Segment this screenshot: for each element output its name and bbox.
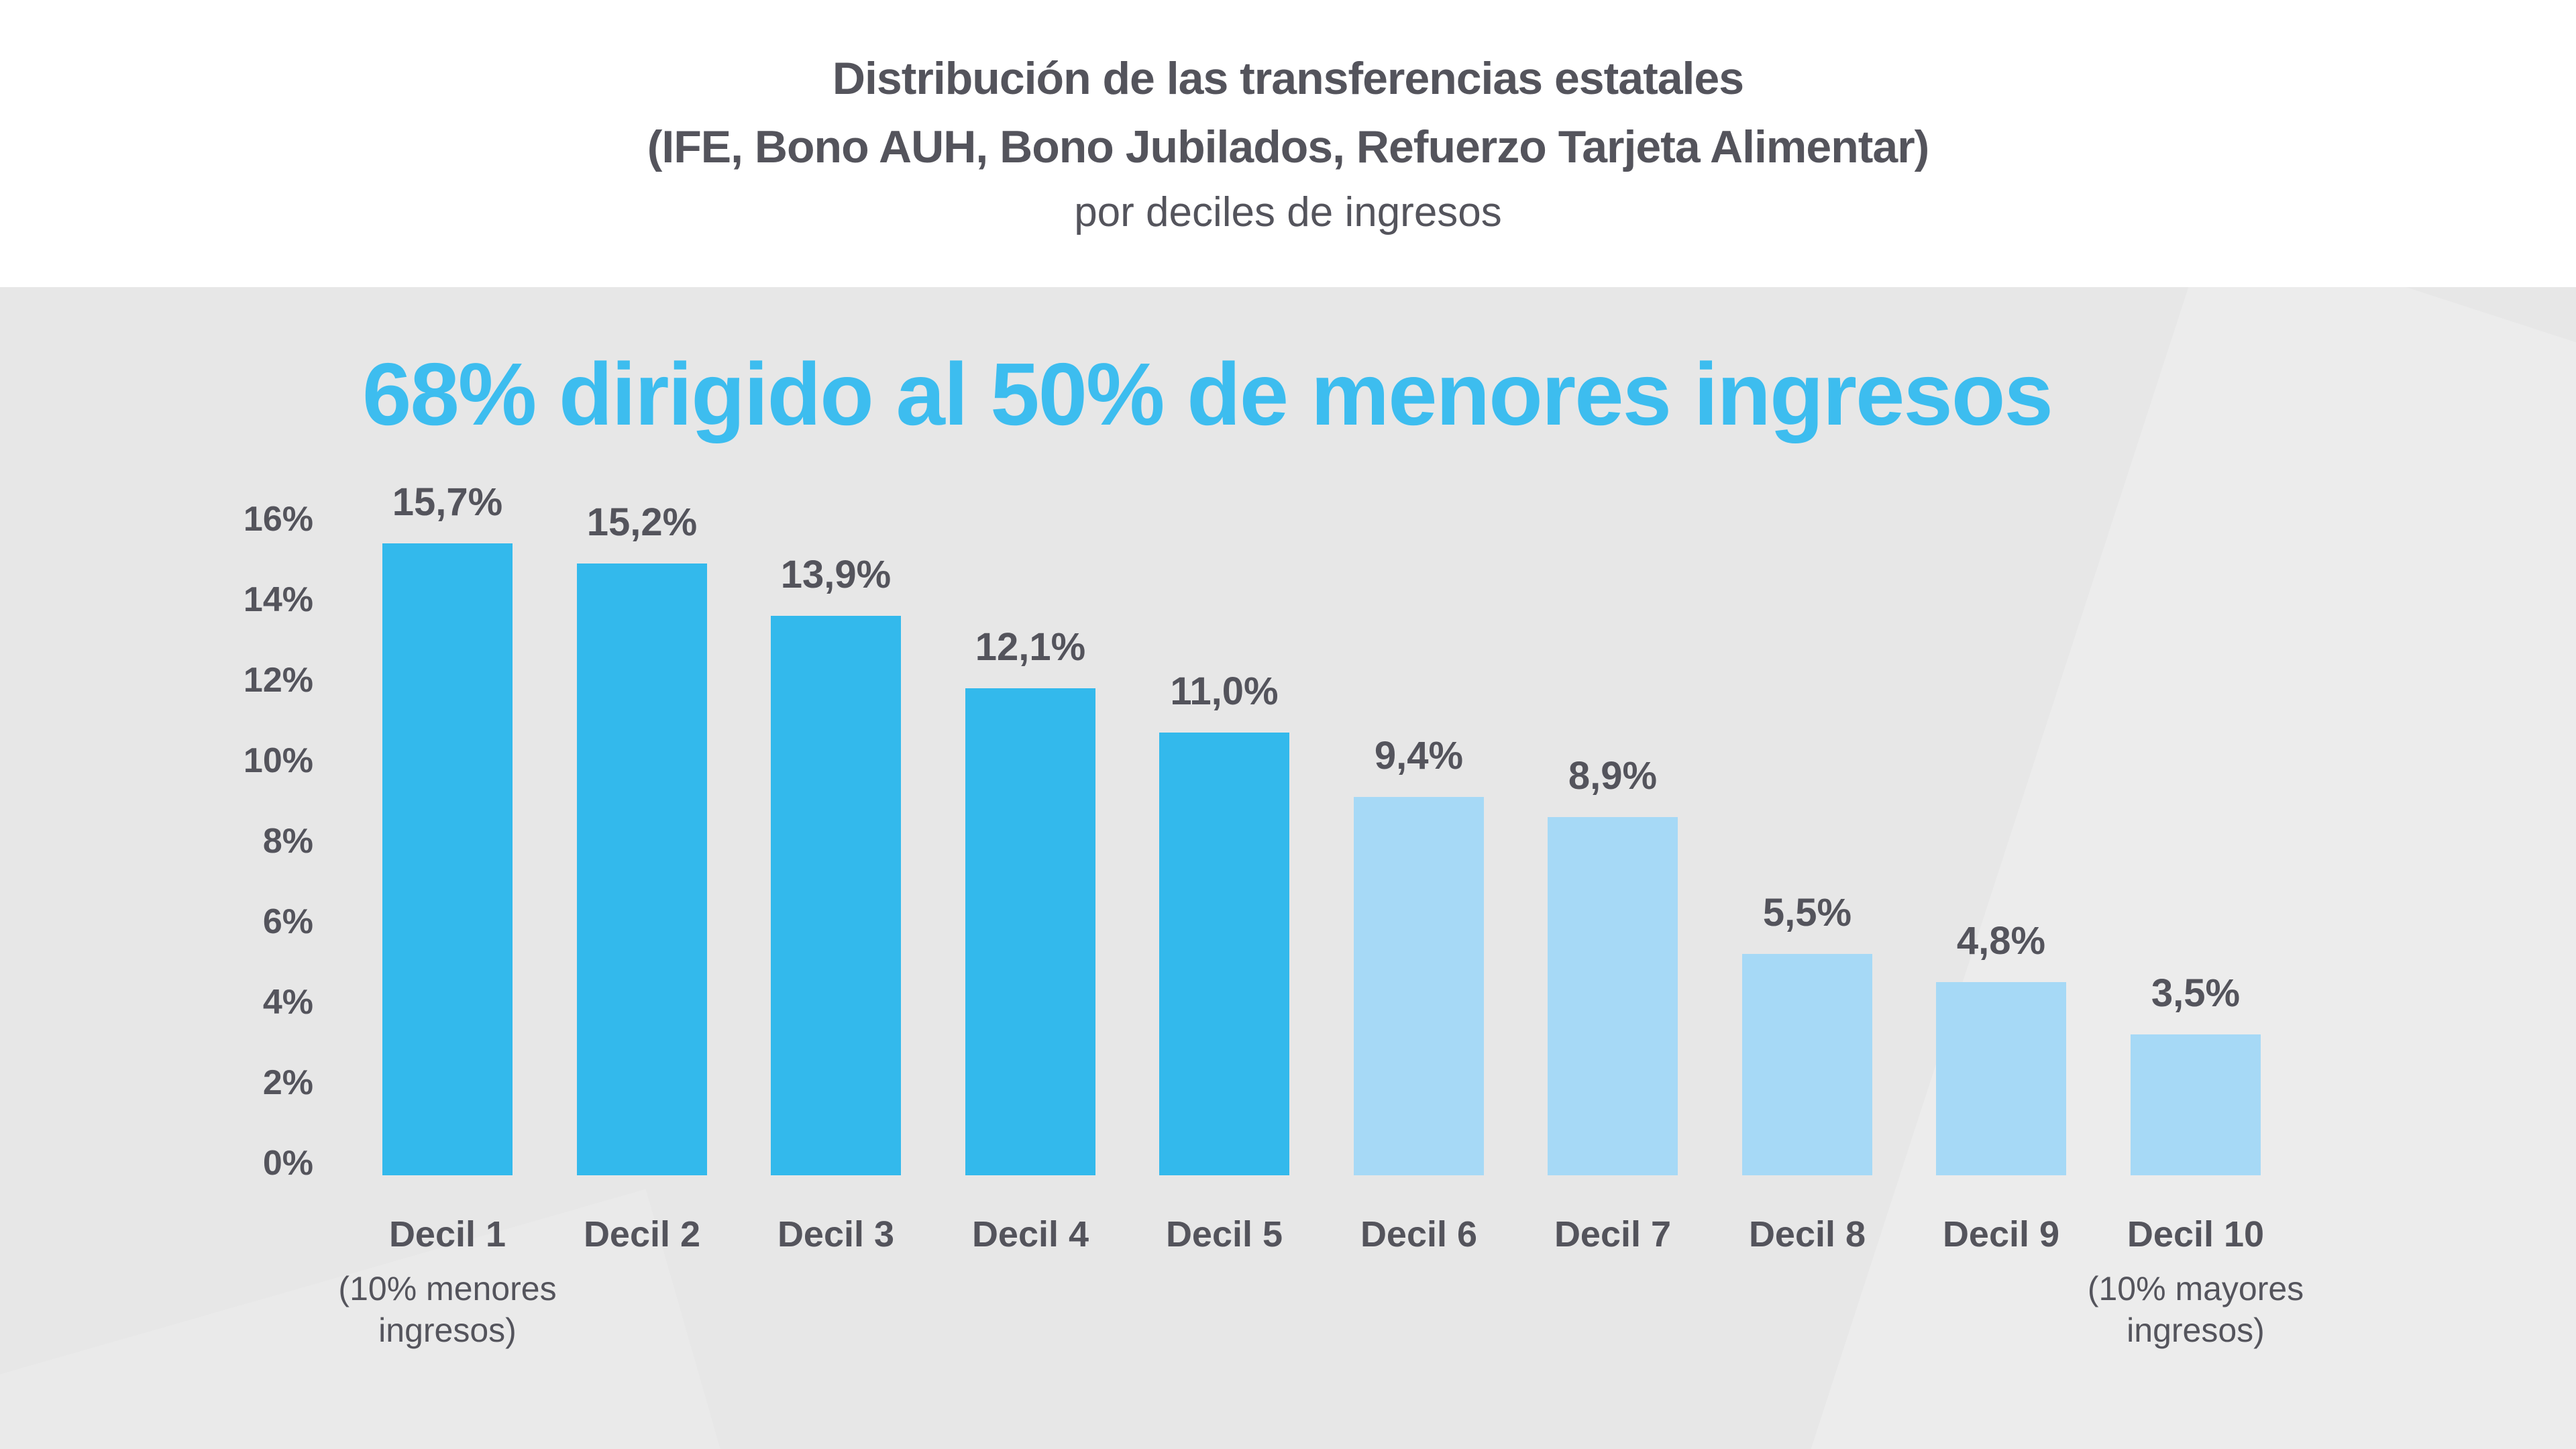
x-axis-category-label: Decil 10	[2127, 1214, 2265, 1254]
bar-decil-8	[1742, 954, 1872, 1175]
x-axis-annotation: (10% mayores ingresos)	[2087, 1270, 2304, 1349]
bar-value-label: 3,5%	[2151, 971, 2241, 1015]
headline: 68% dirigido al 50% de menores ingresos	[362, 345, 2053, 443]
bar-decil-9	[1936, 982, 2066, 1175]
y-axis-tick-label: 0%	[262, 1144, 313, 1183]
chart-subtitle: por deciles de ingresos	[1074, 189, 1502, 235]
bar-decil-1	[382, 543, 513, 1175]
bar-decil-4	[965, 688, 1095, 1175]
y-axis-tick-label: 4%	[262, 983, 313, 1022]
bar-value-label: 4,8%	[1956, 919, 2046, 963]
chart-title-line1: Distribución de las transferencias estat…	[832, 52, 1744, 104]
x-axis-category-label: Decil 9	[1942, 1214, 2060, 1254]
bar-decil-2	[577, 564, 707, 1175]
bar-decil-10	[2131, 1034, 2261, 1175]
x-axis-category-label: Decil 3	[777, 1214, 895, 1254]
y-axis-tick-label: 2%	[262, 1063, 313, 1102]
bar-value-label: 11,0%	[1170, 669, 1279, 713]
bar-decil-5	[1159, 733, 1289, 1175]
y-axis-tick-label: 6%	[262, 902, 313, 941]
y-axis-tick-label: 8%	[262, 822, 313, 861]
x-axis-category-label: Decil 6	[1360, 1214, 1478, 1254]
x-axis-category-label: Decil 2	[583, 1214, 701, 1254]
y-axis-tick-label: 12%	[243, 661, 313, 700]
bar-decil-6	[1354, 797, 1484, 1175]
y-axis-tick-label: 10%	[243, 741, 313, 780]
x-axis-category-label: Decil 5	[1165, 1214, 1283, 1254]
bar-value-label: 12,1%	[975, 625, 1086, 669]
x-axis-category-label: Decil 8	[1748, 1214, 1866, 1254]
x-axis-category-label: Decil 4	[971, 1214, 1089, 1254]
chart-header: Distribución de las transferencias estat…	[0, 0, 2576, 287]
bar-value-label: 15,7%	[392, 480, 503, 524]
bar-value-label: 8,9%	[1568, 754, 1658, 798]
bar-value-label: 13,9%	[780, 553, 892, 596]
y-axis-tick-label: 14%	[243, 580, 313, 619]
x-axis-annotation: (10% menores ingresos)	[338, 1270, 557, 1349]
bar-decil-7	[1548, 817, 1678, 1175]
bar-value-label: 5,5%	[1762, 891, 1852, 934]
bar-value-label: 15,2%	[586, 500, 698, 544]
bar-value-label: 9,4%	[1374, 734, 1464, 777]
y-axis-tick-label: 16%	[243, 500, 313, 539]
x-axis-category-label: Decil 1	[388, 1214, 506, 1254]
chart-title-line2: (IFE, Bono AUH, Bono Jubilados, Refuerzo…	[647, 121, 1930, 173]
bar-decil-3	[771, 616, 901, 1175]
x-axis-category-label: Decil 7	[1554, 1214, 1672, 1254]
